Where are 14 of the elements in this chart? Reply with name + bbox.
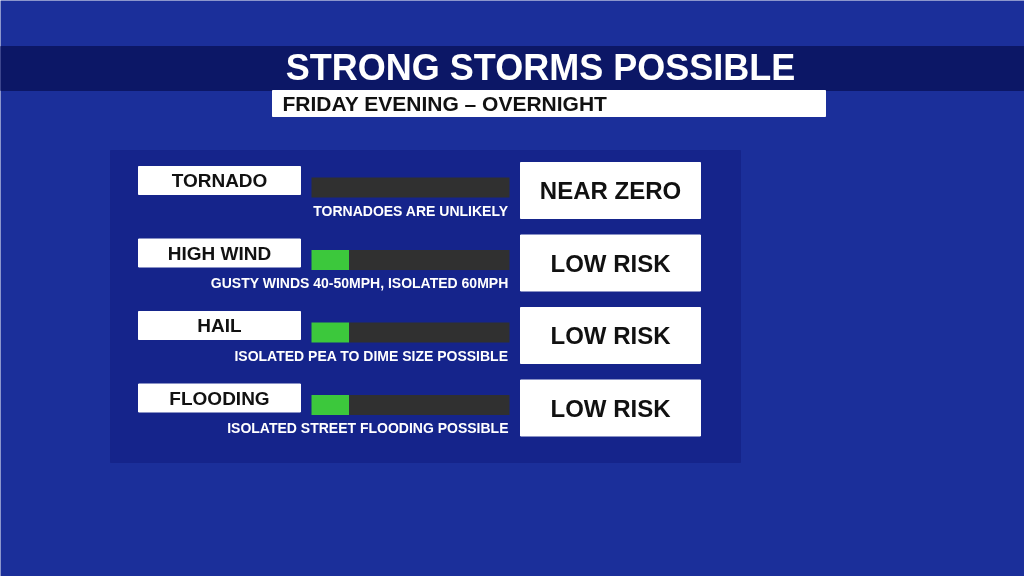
text: NEAR ZERO xyxy=(539,177,682,204)
y-tick-label: HAIL xyxy=(197,315,243,336)
annotation: GUSTY WINDS 40-50MPH, ISOLATED 60MPH xyxy=(210,275,509,291)
y-tick-label: FLOODING xyxy=(169,387,270,409)
text: LOW RISK xyxy=(550,249,672,277)
annotation: ISOLATED STREET FLOODING POSSIBLE xyxy=(227,420,509,436)
text: LOW RISK xyxy=(550,322,672,349)
y-tick-label: TORNADO xyxy=(171,170,268,191)
annotation: TORNADOES ARE UNLIKELY xyxy=(313,202,509,219)
y-tick-label: HIGH WIND xyxy=(167,242,272,264)
chart-subtitle: FRIDAY EVENING – OVERNIGHT xyxy=(282,92,608,115)
chart-title: STRONG STORMS POSSIBLE xyxy=(285,47,796,88)
text: LOW RISK xyxy=(550,394,672,422)
annotation: ISOLATED PEA TO DIME SIZE POSSIBLE xyxy=(234,347,508,364)
